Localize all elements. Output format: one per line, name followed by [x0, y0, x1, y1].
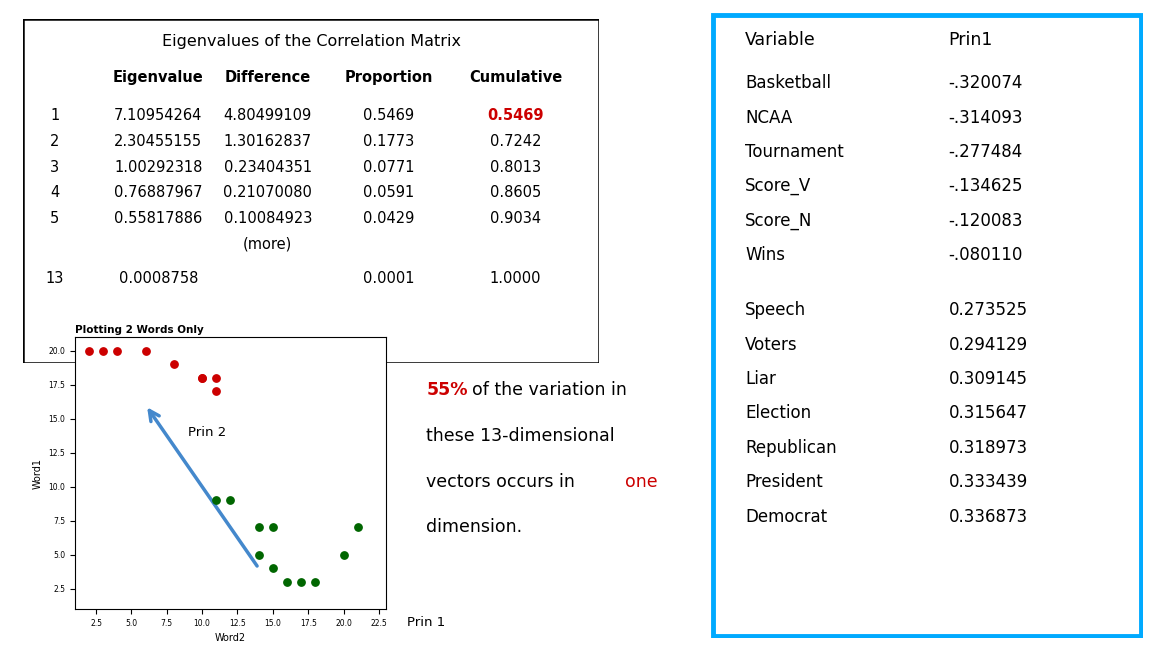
FancyBboxPatch shape: [23, 19, 599, 363]
Text: of the variation in: of the variation in: [472, 381, 627, 399]
Text: 0.0771: 0.0771: [363, 159, 415, 174]
Text: 3: 3: [51, 159, 59, 174]
Point: [136, 345, 154, 356]
X-axis label: Word2: Word2: [214, 633, 247, 643]
Text: (more): (more): [243, 237, 293, 252]
Text: Score_N: Score_N: [745, 212, 812, 230]
Point: [79, 345, 98, 356]
Point: [334, 550, 353, 560]
Text: 4.80499109: 4.80499109: [223, 108, 312, 123]
Text: Republican: Republican: [745, 439, 838, 457]
Text: Wins: Wins: [745, 246, 786, 264]
Text: Liar: Liar: [745, 370, 776, 388]
Text: Variable: Variable: [745, 31, 816, 49]
Text: 4: 4: [50, 185, 60, 200]
Text: 0.294129: 0.294129: [948, 336, 1028, 354]
Text: 1.30162837: 1.30162837: [223, 134, 312, 149]
Text: -.080110: -.080110: [948, 246, 1023, 264]
Text: 0.0429: 0.0429: [363, 211, 415, 226]
Text: Democrat: Democrat: [745, 507, 827, 526]
Text: Proportion: Proportion: [344, 71, 433, 86]
Text: -.314093: -.314093: [948, 109, 1023, 127]
Text: 0.8605: 0.8605: [490, 185, 541, 200]
Point: [207, 495, 226, 505]
Point: [250, 522, 268, 533]
Point: [264, 522, 282, 533]
Text: 0.0591: 0.0591: [363, 185, 415, 200]
Text: Tournament: Tournament: [745, 143, 844, 161]
Text: 55%: 55%: [426, 381, 468, 399]
Text: Prin 2: Prin 2: [188, 426, 226, 439]
Text: Speech: Speech: [745, 301, 806, 319]
Text: 2.30455155: 2.30455155: [114, 134, 203, 149]
Point: [94, 345, 113, 356]
Point: [264, 563, 282, 573]
Text: 0.9034: 0.9034: [490, 211, 541, 226]
Text: Prin1: Prin1: [948, 31, 993, 49]
Text: 0.0001: 0.0001: [363, 272, 415, 286]
Point: [306, 577, 325, 587]
Point: [221, 495, 240, 505]
Text: 0.76887967: 0.76887967: [114, 185, 203, 200]
Text: 0.8013: 0.8013: [490, 159, 541, 174]
Text: Prin 1: Prin 1: [407, 616, 446, 629]
Text: 0.7242: 0.7242: [490, 134, 541, 149]
Text: Plotting 2 Words Only: Plotting 2 Words Only: [75, 325, 204, 335]
Text: one: one: [626, 472, 658, 491]
Text: 0.21070080: 0.21070080: [223, 185, 312, 200]
Text: Eigenvalues of the Correlation Matrix: Eigenvalues of the Correlation Matrix: [161, 34, 461, 49]
Text: President: President: [745, 473, 823, 491]
Text: -.320074: -.320074: [948, 75, 1023, 92]
Text: -.134625: -.134625: [948, 178, 1023, 196]
Text: 7.10954264: 7.10954264: [114, 108, 203, 123]
Text: -.120083: -.120083: [948, 212, 1023, 230]
Text: 0.55817886: 0.55817886: [114, 211, 203, 226]
Text: 0.309145: 0.309145: [948, 370, 1028, 388]
Text: 2: 2: [50, 134, 60, 149]
Text: 0.1773: 0.1773: [363, 134, 415, 149]
Text: Voters: Voters: [745, 336, 798, 354]
Text: vectors occurs in: vectors occurs in: [426, 472, 581, 491]
Text: Score_V: Score_V: [745, 178, 812, 196]
Y-axis label: Word1: Word1: [32, 457, 43, 489]
Text: -.277484: -.277484: [948, 143, 1023, 161]
Text: 0.23404351: 0.23404351: [223, 159, 312, 174]
Point: [291, 577, 310, 587]
Text: Basketball: Basketball: [745, 75, 832, 92]
Text: 0.333439: 0.333439: [948, 473, 1028, 491]
Point: [348, 522, 366, 533]
Text: 0.0008758: 0.0008758: [119, 272, 198, 286]
Point: [192, 373, 211, 383]
Point: [192, 373, 211, 383]
Text: Eigenvalue: Eigenvalue: [113, 71, 204, 86]
Text: 0.336873: 0.336873: [948, 507, 1028, 526]
Point: [250, 550, 268, 560]
Text: 0.5469: 0.5469: [363, 108, 415, 123]
Text: 0.10084923: 0.10084923: [223, 211, 312, 226]
Text: 1.00292318: 1.00292318: [114, 159, 203, 174]
Text: 1: 1: [50, 108, 60, 123]
Text: 13: 13: [46, 272, 63, 286]
Point: [207, 386, 226, 397]
Text: 5: 5: [50, 211, 60, 226]
Text: Difference: Difference: [225, 71, 311, 86]
Point: [207, 373, 226, 383]
Text: these 13-dimensional: these 13-dimensional: [426, 427, 615, 445]
Text: 1.0000: 1.0000: [490, 272, 541, 286]
Text: 0.5469: 0.5469: [487, 108, 544, 123]
Text: 0.273525: 0.273525: [948, 301, 1028, 319]
Text: 0.315647: 0.315647: [948, 404, 1028, 422]
Text: Election: Election: [745, 404, 811, 422]
Text: 0.318973: 0.318973: [948, 439, 1028, 457]
Point: [165, 359, 183, 369]
Point: [108, 345, 127, 356]
Point: [278, 577, 296, 587]
Text: dimension.: dimension.: [426, 518, 522, 536]
Text: Cumulative: Cumulative: [469, 71, 562, 86]
FancyBboxPatch shape: [713, 15, 1140, 636]
Text: NCAA: NCAA: [745, 109, 793, 127]
